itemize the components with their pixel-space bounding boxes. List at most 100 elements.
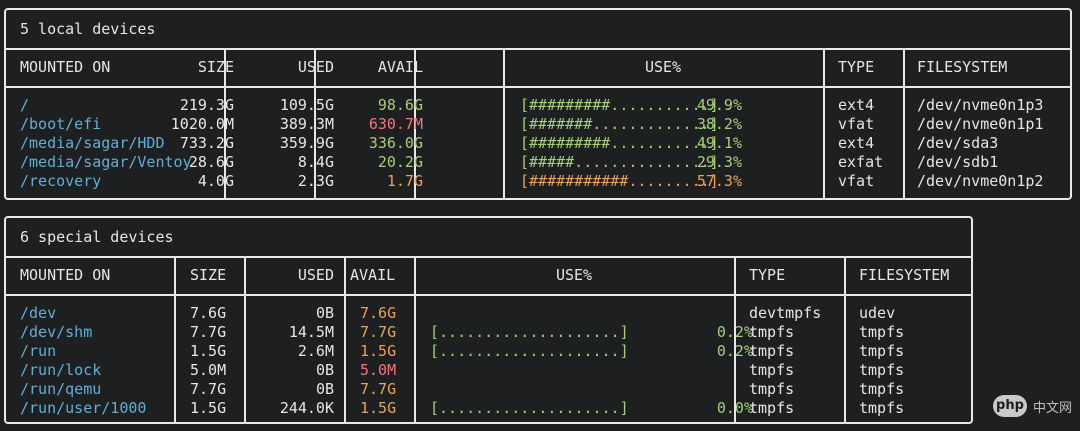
column-divider — [503, 48, 505, 198]
php-logo: php — [992, 395, 1027, 417]
column-header-used: USED — [297, 58, 334, 76]
column-divider — [734, 256, 736, 422]
row-run-user-1000-avail: 1.5G — [360, 399, 397, 417]
local-devices-title: 5 local devices — [20, 20, 156, 38]
row-run-qemu-type: tmpfs — [749, 380, 795, 398]
row-dev-shm-size: 7.7G — [190, 323, 227, 341]
row-media-sagar-ventoy-used: 8.4G — [297, 153, 334, 171]
column-header-used: USED — [297, 266, 334, 284]
row--fs: /dev/nvme0n1p3 — [917, 96, 1044, 114]
row-recovery-avail: 1.7G — [386, 172, 423, 190]
row-media-sagar-hdd-fs: /dev/sda3 — [917, 134, 999, 152]
special-devices-title: 6 special devices — [20, 228, 174, 246]
column-header-use: USE% — [644, 58, 682, 76]
column-divider — [823, 48, 825, 198]
column-divider — [903, 48, 905, 198]
row-run-lock-avail: 5.0M — [360, 361, 397, 379]
row-media-sagar-hdd-bar: [#########...........] — [520, 134, 719, 152]
column-divider — [314, 48, 316, 198]
row-dev-type: devtmpfs — [749, 304, 822, 322]
row-run-type: tmpfs — [749, 342, 795, 360]
row--type: ext4 — [838, 96, 875, 114]
row-run-mount: /run — [20, 342, 57, 360]
column-divider — [844, 256, 846, 422]
row-run-lock-size: 5.0M — [190, 361, 227, 379]
row-media-sagar-ventoy-size: 28.6G — [188, 153, 234, 171]
row-boot-efi-bar: [#######.............] — [520, 115, 719, 133]
row-media-sagar-hdd-mount: /media/sagar/HDD — [20, 134, 165, 152]
row-run-user-1000-pct: 0.0% — [716, 399, 753, 417]
column-header-filesystem: FILESYSTEM — [917, 58, 1008, 76]
row-run-avail: 1.5G — [360, 342, 397, 360]
row-recovery-mount: /recovery — [20, 172, 102, 190]
row-dev-shm-fs: tmpfs — [859, 323, 905, 341]
column-divider — [414, 48, 416, 198]
header-divider — [6, 86, 1070, 88]
row-recovery-used: 2.3G — [297, 172, 334, 190]
column-divider — [244, 256, 246, 422]
row-dev-shm-used: 14.5M — [288, 323, 334, 341]
column-header-avail: AVAIL — [377, 58, 423, 76]
column-header-type: TYPE — [749, 266, 786, 284]
row-media-sagar-ventoy-mount: /media/sagar/Ventoy — [20, 153, 192, 171]
row-dev-avail: 7.6G — [360, 304, 397, 322]
row-dev-shm-bar: [....................] — [430, 323, 629, 341]
row-run-qemu-mount: /run/qemu — [20, 380, 102, 398]
row-run-fs: tmpfs — [859, 342, 905, 360]
row-run-qemu-size: 7.7G — [190, 380, 227, 398]
row-run-lock-used: 0B — [315, 361, 334, 379]
title-divider — [6, 48, 1070, 50]
column-divider — [224, 48, 226, 198]
column-header-type: TYPE — [838, 58, 875, 76]
special-devices-panel: 6 special devices MOUNTED ON SIZE USED AVAI… — [4, 216, 973, 424]
row-recovery-type: vfat — [838, 172, 875, 190]
row--size: 219.3G — [179, 96, 234, 114]
column-divider — [414, 256, 416, 422]
row-run-size: 1.5G — [190, 342, 227, 360]
row-run-qemu-used: 0B — [315, 380, 334, 398]
column-divider — [174, 256, 176, 422]
row-recovery-pct: 57.3% — [696, 172, 742, 190]
row-dev-shm-pct: 0.2% — [716, 323, 753, 341]
row-run-lock-type: tmpfs — [749, 361, 795, 379]
row-media-sagar-hdd-size: 733.2G — [179, 134, 234, 152]
title-divider — [6, 256, 971, 258]
row--bar: [#########...........] — [520, 96, 719, 114]
row-boot-efi-fs: /dev/nvme0n1p1 — [917, 115, 1044, 133]
row-dev-fs: udev — [859, 304, 896, 322]
row-dev-size: 7.6G — [190, 304, 227, 322]
row-dev-mount: /dev — [20, 304, 57, 322]
column-divider — [344, 256, 346, 422]
column-header-mounted-on: MOUNTED ON — [20, 58, 111, 76]
row-run-user-1000-fs: tmpfs — [859, 399, 905, 417]
row-media-sagar-hdd-type: ext4 — [838, 134, 875, 152]
row-boot-efi-size: 1020.0M — [170, 115, 234, 133]
row-media-sagar-hdd-pct: 49.1% — [696, 134, 742, 152]
row-recovery-size: 4.0G — [197, 172, 234, 190]
row-boot-efi-avail: 630.7M — [368, 115, 423, 133]
row-media-sagar-ventoy-pct: 29.3% — [696, 153, 742, 171]
column-header-avail: AVAIL — [350, 266, 396, 284]
watermark: php 中文网 — [992, 395, 1072, 417]
row-run-used: 2.6M — [297, 342, 334, 360]
row-media-sagar-ventoy-fs: /dev/sdb1 — [917, 153, 999, 171]
row-run-user-1000-type: tmpfs — [749, 399, 795, 417]
column-header-use: USE% — [555, 266, 593, 284]
row--mount: / — [20, 96, 30, 114]
row--avail: 98.6G — [377, 96, 423, 114]
row-media-sagar-hdd-used: 359.9G — [279, 134, 334, 152]
row-run-pct: 0.2% — [716, 342, 753, 360]
row-recovery-bar: [###########.........] — [520, 172, 719, 190]
row-media-sagar-ventoy-bar: [#####...............] — [520, 153, 719, 171]
row-dev-used: 0B — [315, 304, 334, 322]
row-dev-shm-mount: /dev/shm — [20, 323, 93, 341]
row-boot-efi-type: vfat — [838, 115, 875, 133]
row--used: 109.5G — [279, 96, 334, 114]
local-devices-panel: 5 local devices MOUNTED ON SIZE USED AVAIL U… — [4, 8, 1072, 200]
row--pct: 49.9% — [696, 96, 742, 114]
column-header-filesystem: FILESYSTEM — [859, 266, 950, 284]
row-recovery-fs: /dev/nvme0n1p2 — [917, 172, 1044, 190]
row-media-sagar-ventoy-avail: 20.2G — [377, 153, 423, 171]
row-run-qemu-fs: tmpfs — [859, 380, 905, 398]
row-run-user-1000-bar: [....................] — [430, 399, 629, 417]
